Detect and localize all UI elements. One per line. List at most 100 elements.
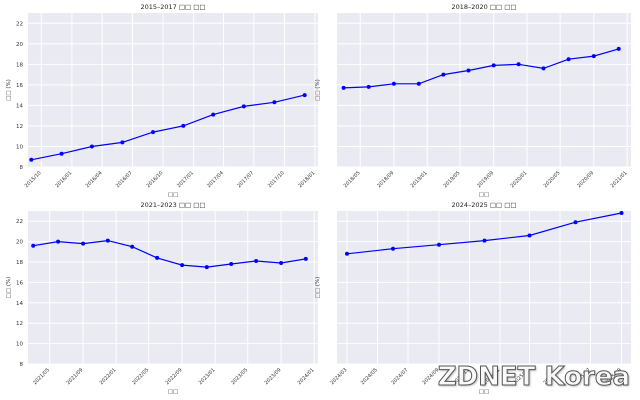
data-point-7 xyxy=(211,112,216,117)
chart-title: 2015–2017 □□ □□ xyxy=(140,3,205,11)
x-tick-label: 2022/01 xyxy=(99,367,118,386)
y-tick-label: 14 xyxy=(16,301,23,307)
data-point-5 xyxy=(527,233,532,238)
data-point-7 xyxy=(619,211,624,215)
x-tick-label: 2023/05 xyxy=(230,367,249,386)
x-tick-label: 2017/07 xyxy=(236,170,255,189)
data-point-4 xyxy=(416,81,421,86)
series-line xyxy=(33,239,306,268)
y-tick-label: 18 xyxy=(16,260,23,266)
chart-panel-3: 8 10 12 14 16 18 20 22 2021/05 2021/09 2022/01 2022… xyxy=(6,201,318,395)
watermark-logo: ZDNET Korea xyxy=(437,362,630,393)
y-axis-label: □□ (%) xyxy=(6,79,12,101)
y-tick-label: 16 xyxy=(16,280,23,286)
data-point-9 xyxy=(541,66,546,71)
y-tick-label: 10 xyxy=(16,144,23,150)
x-axis-label: □□ xyxy=(168,389,178,395)
x-tick-label: 2015/10 xyxy=(24,170,43,189)
series-line xyxy=(343,48,619,89)
data-point-1 xyxy=(345,251,349,256)
plot-area xyxy=(28,211,318,364)
x-axis-label: □□ xyxy=(479,389,489,395)
x-tick-label: 2016/07 xyxy=(115,170,134,189)
data-point-2 xyxy=(391,246,395,251)
y-axis-label: □□ (%) xyxy=(315,277,321,299)
data-point-6 xyxy=(155,255,160,260)
data-point-10 xyxy=(254,259,259,263)
x-tick-label: 2019/05 xyxy=(443,170,462,189)
data-point-11 xyxy=(279,261,284,265)
x-tick-label: 2019/01 xyxy=(410,170,429,189)
x-tick-label: 2021/05 xyxy=(32,367,51,386)
data-point-6 xyxy=(181,123,186,128)
data-point-8 xyxy=(241,104,246,109)
x-tick-label: 2020/05 xyxy=(543,170,562,189)
chart-panel-4: 2024/03 2024/05 2024/07 2024/09 2024/11 2025/… xyxy=(315,201,631,395)
x-tick-label: 2023/09 xyxy=(264,367,283,386)
x-axis-label: □□ xyxy=(479,192,489,198)
y-tick-label: 8 xyxy=(20,362,24,368)
y-tick-label: 12 xyxy=(16,321,23,327)
x-tick-label: 2023/01 xyxy=(198,367,217,386)
y-tick-label: 16 xyxy=(16,83,23,89)
data-point-6 xyxy=(466,68,471,73)
plot-area xyxy=(337,211,631,364)
y-tick-label: 8 xyxy=(20,165,24,171)
data-point-1 xyxy=(31,243,36,248)
data-point-9 xyxy=(229,262,234,266)
x-tick-label: 2016/10 xyxy=(145,170,164,189)
data-point-11 xyxy=(591,54,596,59)
x-axis-label: □□ xyxy=(168,192,178,198)
data-point-12 xyxy=(616,46,621,51)
x-tick-label: 2020/09 xyxy=(576,170,595,189)
data-point-3 xyxy=(437,242,441,247)
y-tick-label: 14 xyxy=(16,103,23,109)
x-tick-label: 2016/01 xyxy=(54,170,73,189)
x-tick-label: 2024/01 xyxy=(297,367,316,386)
data-point-2 xyxy=(366,84,371,89)
data-point-1 xyxy=(29,157,34,162)
data-point-5 xyxy=(151,130,155,135)
data-point-4 xyxy=(120,140,125,145)
x-tick-label: 2020/01 xyxy=(510,170,529,189)
y-tick-label: 22 xyxy=(16,219,23,225)
x-tick-label: 2024/05 xyxy=(360,367,379,386)
x-tick-label: 2022/09 xyxy=(165,367,184,386)
x-tick-label: 2018/09 xyxy=(376,170,395,189)
data-point-6 xyxy=(573,220,578,225)
chart-panel-2: 2018/05 2018/09 2019/01 2019/05 2019/09 2020/… xyxy=(315,3,631,198)
data-point-8 xyxy=(204,265,209,270)
chart-title: 2021–2023 □□ □□ xyxy=(140,201,205,209)
x-tick-label: 2018/01 xyxy=(297,170,316,189)
data-point-4 xyxy=(482,238,487,243)
x-tick-label: 2022/05 xyxy=(131,367,150,386)
data-point-3 xyxy=(89,144,94,149)
data-point-5 xyxy=(130,244,135,249)
x-tick-label: 2017/04 xyxy=(206,170,225,189)
x-tick-label: 2017/01 xyxy=(176,170,195,189)
data-point-3 xyxy=(81,241,86,246)
x-tick-label: 2016/04 xyxy=(85,170,104,189)
y-tick-label: 20 xyxy=(16,240,23,246)
y-tick-label: 12 xyxy=(16,124,23,130)
chart-panel-1: 8 10 12 14 16 18 20 22 2015/10 2016/01 2016/04 2016… xyxy=(6,3,318,198)
data-point-10 xyxy=(302,93,307,98)
data-point-2 xyxy=(59,151,64,156)
y-tick-label: 10 xyxy=(16,342,23,348)
y-axis-label: □□ (%) xyxy=(6,277,12,299)
data-point-7 xyxy=(491,63,496,68)
y-axis-label: □□ (%) xyxy=(315,79,321,101)
chart-title: 2024–2025 □□ □□ xyxy=(451,201,516,209)
plot-area xyxy=(337,13,631,167)
data-point-4 xyxy=(105,238,110,243)
y-tick-label: 22 xyxy=(16,21,23,27)
chart-title: 2018–2020 □□ □□ xyxy=(451,3,516,11)
x-tick-label: 2024/03 xyxy=(329,367,348,386)
data-point-10 xyxy=(566,57,571,62)
y-tick-label: 18 xyxy=(16,62,23,68)
data-point-12 xyxy=(303,256,308,261)
data-point-9 xyxy=(272,100,277,105)
series-line xyxy=(31,94,305,161)
x-tick-label: 2019/09 xyxy=(476,170,495,189)
data-point-8 xyxy=(516,62,521,67)
